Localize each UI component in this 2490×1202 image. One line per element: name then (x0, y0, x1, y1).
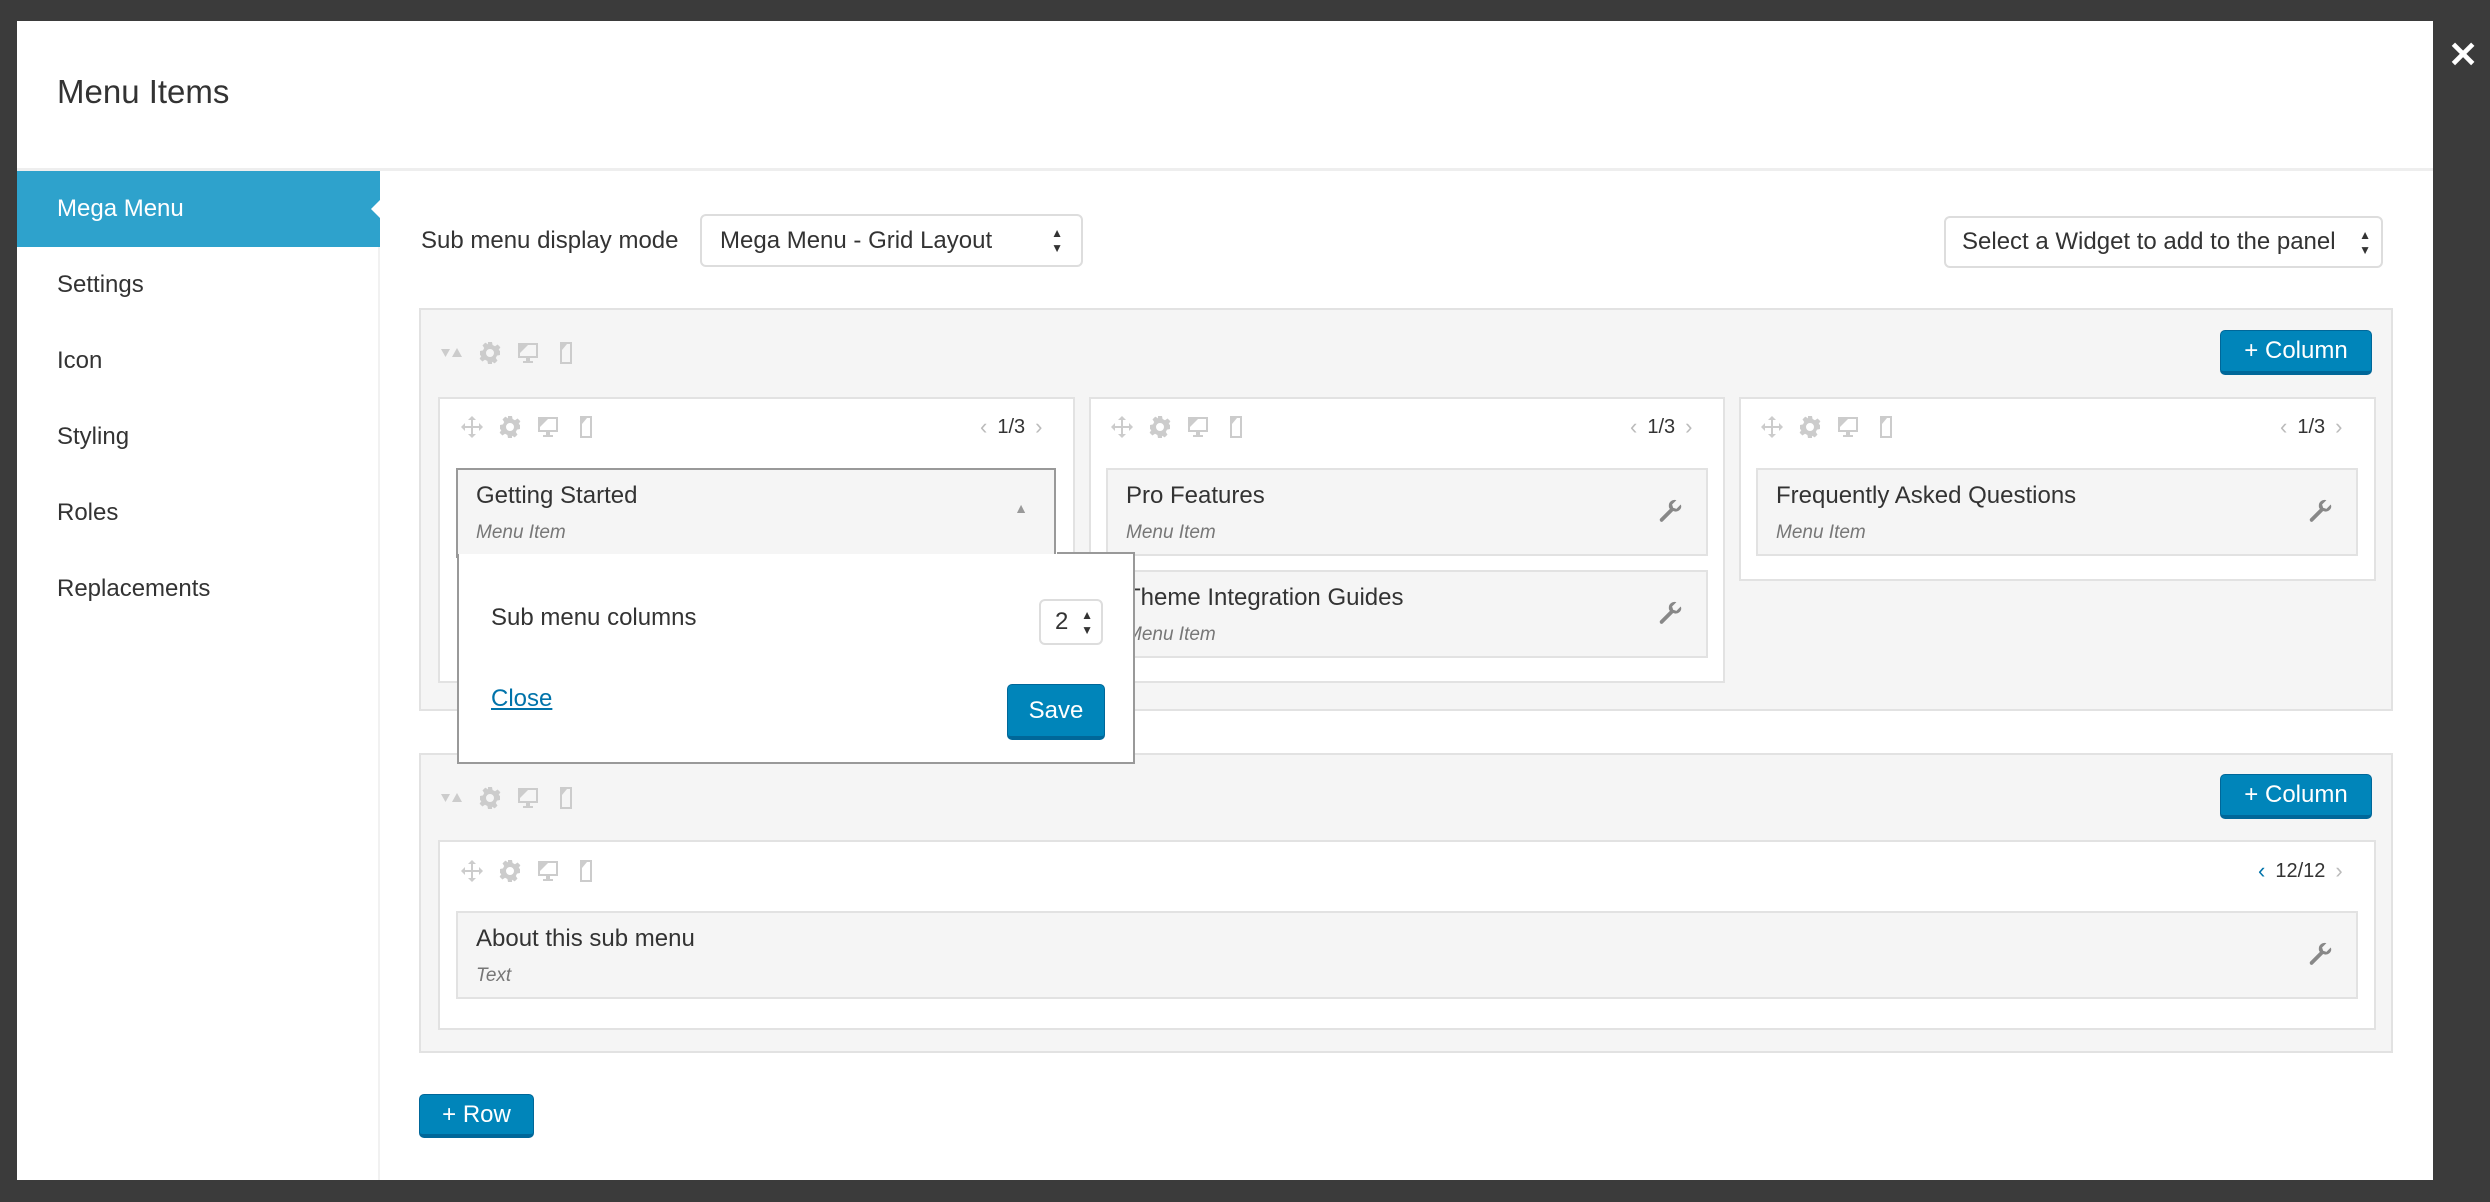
gear-icon[interactable] (1798, 415, 1822, 439)
column-width: 1/3 (1647, 415, 1676, 438)
desktop-icon[interactable] (516, 786, 540, 810)
row-tools (440, 786, 578, 810)
column-width-pager: ‹ 1/3 › (980, 414, 1042, 440)
desktop-icon[interactable] (1186, 415, 1210, 439)
gear-icon[interactable] (478, 786, 502, 810)
add-column-button[interactable]: + Column (2220, 774, 2372, 819)
mobile-icon[interactable] (574, 859, 598, 883)
chevron-right-icon[interactable]: › (1035, 414, 1043, 439)
mobile-icon[interactable] (554, 786, 578, 810)
item-name: Getting Started (476, 482, 638, 509)
item-settings-popup: Sub menu columns 2 ▲ ▼ Close Save (457, 552, 1135, 764)
move-icon[interactable] (460, 415, 484, 439)
gear-icon[interactable] (498, 859, 522, 883)
display-mode-select[interactable]: Mega Menu - Grid Layout ▲ ▼ (700, 214, 1083, 267)
column-width-pager: ‹ 1/3 › (2280, 414, 2342, 440)
chevron-right-icon[interactable]: › (1685, 414, 1693, 439)
sidebar-item-replacements[interactable]: Replacements (57, 575, 211, 602)
gear-icon[interactable] (1148, 415, 1172, 439)
modal-title: Menu Items (57, 73, 230, 110)
menu-item[interactable]: About this sub menu Text (456, 911, 2358, 999)
wrench-icon[interactable] (2308, 498, 2334, 524)
wrench-icon[interactable] (2308, 941, 2334, 967)
sidebar-item-styling[interactable]: Styling (57, 423, 130, 450)
item-type: Menu Item (1126, 522, 1216, 543)
column-tools (460, 859, 598, 883)
item-type: Menu Item (1126, 624, 1216, 645)
sidebar-item-settings[interactable]: Settings (57, 271, 144, 298)
column-width: 1/3 (997, 415, 1026, 438)
add-row-button[interactable]: + Row (419, 1094, 534, 1138)
close-icon[interactable]: ✕ (2448, 34, 2479, 75)
display-mode-label: Sub menu display mode (421, 227, 679, 254)
row-tools (440, 341, 578, 365)
column-width-pager: ‹ 12/12 › (2258, 858, 2343, 884)
column-tools (1760, 415, 1898, 439)
move-icon[interactable] (460, 859, 484, 883)
wrench-icon[interactable] (1658, 600, 1684, 626)
chevron-right-icon[interactable]: › (2335, 858, 2343, 883)
widget-select[interactable]: Select a Widget to add to the panel ▲ ▼ (1944, 216, 2383, 268)
column-width-pager: ‹ 1/3 › (1630, 414, 1692, 440)
desktop-icon[interactable] (1836, 415, 1860, 439)
widget-select-value: Select a Widget to add to the panel (1962, 228, 2336, 255)
desktop-icon[interactable] (536, 415, 560, 439)
wrench-icon[interactable] (1658, 498, 1684, 524)
toggle-icon[interactable] (440, 786, 464, 810)
caret-up-icon[interactable]: ▲ (1014, 500, 1028, 516)
sidebar-item-roles[interactable]: Roles (57, 499, 119, 526)
item-name: Frequently Asked Questions (1776, 482, 2077, 509)
column-width: 1/3 (2297, 415, 2326, 438)
item-name: Pro Features (1126, 482, 1265, 509)
menu-item[interactable]: Pro Features Menu Item (1106, 468, 1708, 556)
move-icon[interactable] (1110, 415, 1134, 439)
select-arrows-icon: ▲ ▼ (2359, 227, 2371, 257)
item-name: About this sub menu (476, 925, 695, 952)
column-tools (1110, 415, 1248, 439)
desktop-icon[interactable] (536, 859, 560, 883)
select-arrows-icon: ▲ ▼ (1081, 607, 1093, 637)
menu-item[interactable]: Getting Started Menu Item ▲ (456, 468, 1056, 558)
gear-icon[interactable] (478, 341, 502, 365)
sidebar-item-mega-menu[interactable]: Mega Menu (17, 171, 381, 247)
sub-menu-columns-select[interactable]: 2 ▲ ▼ (1039, 599, 1103, 645)
modal-header: Menu Items (17, 21, 2433, 171)
chevron-right-icon[interactable]: › (2335, 414, 2343, 439)
chevron-left-icon[interactable]: ‹ (2258, 858, 2266, 883)
item-type: Menu Item (476, 522, 566, 543)
mobile-icon[interactable] (1874, 415, 1898, 439)
save-button[interactable]: Save (1007, 684, 1105, 740)
gear-icon[interactable] (498, 415, 522, 439)
menu-item[interactable]: Theme Integration Guides Menu Item (1106, 570, 1708, 658)
sidebar: Mega Menu Settings Icon Styling Roles Re… (17, 171, 381, 1180)
item-type: Text (476, 965, 512, 986)
add-column-button[interactable]: + Column (2220, 330, 2372, 375)
display-mode-value: Mega Menu - Grid Layout (720, 226, 993, 254)
column-tools (460, 415, 598, 439)
move-icon[interactable] (1760, 415, 1784, 439)
mobile-icon[interactable] (1224, 415, 1248, 439)
sidebar-item-icon[interactable]: Icon (57, 347, 103, 374)
mobile-icon[interactable] (554, 341, 578, 365)
desktop-icon[interactable] (516, 341, 540, 365)
mobile-icon[interactable] (574, 415, 598, 439)
chevron-left-icon[interactable]: ‹ (1630, 414, 1638, 439)
column-width: 12/12 (2275, 859, 2326, 882)
item-type: Menu Item (1776, 522, 1866, 543)
close-link[interactable]: Close (491, 685, 553, 712)
toggle-icon[interactable] (440, 341, 464, 365)
item-name: Theme Integration Guides (1126, 584, 1404, 611)
menu-item[interactable]: Frequently Asked Questions Menu Item (1756, 468, 2358, 556)
select-arrows-icon: ▲ ▼ (1051, 226, 1063, 255)
chevron-left-icon[interactable]: ‹ (2280, 414, 2288, 439)
chevron-left-icon[interactable]: ‹ (980, 414, 988, 439)
sub-menu-columns-label: Sub menu columns (491, 604, 697, 631)
sub-menu-columns-value: 2 (1055, 608, 1069, 635)
